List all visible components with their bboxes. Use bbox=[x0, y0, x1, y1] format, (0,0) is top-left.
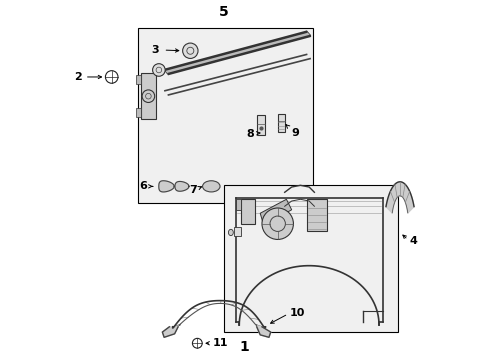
Text: 6: 6 bbox=[139, 181, 153, 192]
Polygon shape bbox=[164, 32, 310, 74]
Polygon shape bbox=[260, 199, 291, 225]
Bar bbox=[241, 199, 254, 224]
Bar bbox=[223, 185, 397, 332]
Text: 9: 9 bbox=[285, 125, 298, 138]
Circle shape bbox=[262, 208, 293, 239]
Bar bbox=[234, 227, 241, 236]
Polygon shape bbox=[159, 181, 174, 192]
Circle shape bbox=[183, 43, 198, 58]
Text: 4: 4 bbox=[408, 236, 416, 246]
Text: 5: 5 bbox=[218, 5, 228, 19]
Text: 2: 2 bbox=[74, 72, 102, 82]
Bar bbox=[136, 75, 141, 84]
Bar bbox=[138, 28, 312, 203]
Text: 3: 3 bbox=[151, 45, 159, 55]
Text: 7: 7 bbox=[189, 185, 201, 195]
Bar bbox=[307, 199, 326, 231]
Text: 10: 10 bbox=[289, 308, 305, 318]
Polygon shape bbox=[385, 182, 413, 213]
Ellipse shape bbox=[228, 229, 233, 235]
Bar bbox=[256, 116, 265, 135]
Polygon shape bbox=[162, 327, 178, 337]
Text: 11: 11 bbox=[213, 338, 228, 348]
Text: 1: 1 bbox=[239, 340, 249, 354]
Polygon shape bbox=[175, 181, 188, 191]
Polygon shape bbox=[256, 327, 270, 337]
Bar bbox=[141, 73, 156, 119]
Bar bbox=[235, 199, 241, 210]
Text: 8: 8 bbox=[245, 129, 260, 139]
Ellipse shape bbox=[202, 181, 220, 192]
Circle shape bbox=[152, 64, 165, 76]
Bar bbox=[136, 108, 141, 117]
Bar bbox=[277, 114, 285, 132]
